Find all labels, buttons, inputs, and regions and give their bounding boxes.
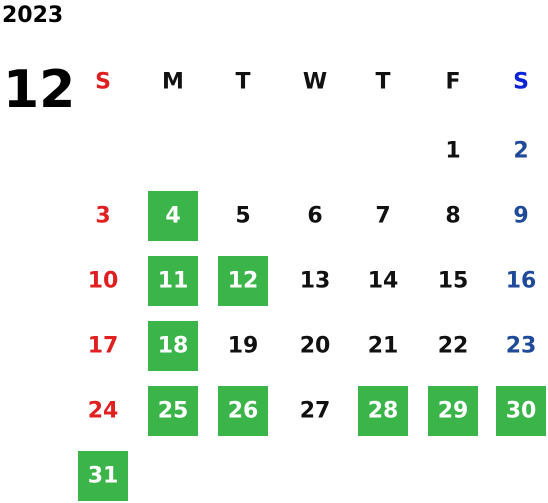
day: 17 [87, 333, 119, 359]
day: 30 [505, 398, 537, 424]
month: 12 [3, 60, 76, 120]
day: 20 [299, 333, 331, 359]
day: 1 [445, 138, 461, 164]
day: 8 [445, 203, 461, 229]
day: 6 [307, 203, 323, 229]
day: 11 [157, 268, 189, 294]
day: 19 [227, 333, 259, 359]
day: 24 [87, 398, 119, 424]
day: 5 [235, 203, 251, 229]
day: 28 [367, 398, 399, 424]
weekday-header: F [445, 69, 461, 95]
highlight-box [358, 386, 408, 436]
year: 2023 [2, 3, 64, 28]
highlight-box [218, 386, 268, 436]
day: 13 [299, 268, 331, 294]
day: 3 [95, 203, 111, 229]
highlight-box [428, 386, 478, 436]
day: 4 [165, 203, 181, 229]
day: 16 [505, 268, 537, 294]
highlight-box [218, 256, 268, 306]
day: 12 [227, 268, 259, 294]
weekday-header: M [162, 69, 184, 95]
weekday-header: S [95, 69, 111, 95]
day: 22 [437, 333, 469, 359]
day: 2 [513, 138, 529, 164]
day: 18 [157, 333, 189, 359]
highlight-box [148, 321, 198, 371]
weekday-header: W [302, 69, 328, 95]
weekday-header: T [235, 69, 251, 95]
day: 25 [157, 398, 189, 424]
weekday-header: S [513, 69, 529, 95]
highlight-box [496, 386, 546, 436]
day: 27 [299, 398, 331, 424]
day: 7 [375, 203, 391, 229]
highlight-box [78, 451, 128, 501]
day: 10 [87, 268, 119, 294]
highlight-box [148, 191, 198, 241]
highlight-box [148, 386, 198, 436]
day: 14 [367, 268, 399, 294]
day: 9 [513, 203, 529, 229]
day: 31 [87, 463, 119, 489]
weekday-header: T [375, 69, 391, 95]
day: 15 [437, 268, 469, 294]
day: 21 [367, 333, 399, 359]
day: 29 [437, 398, 469, 424]
highlight-box [148, 256, 198, 306]
day: 26 [227, 398, 259, 424]
day: 23 [505, 333, 537, 359]
